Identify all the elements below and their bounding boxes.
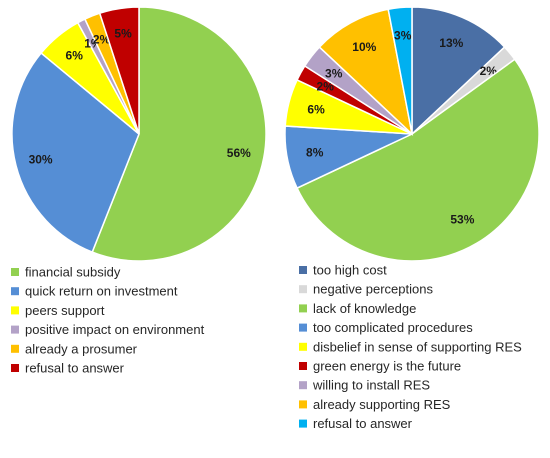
legend-label: financial subsidy	[25, 265, 121, 280]
pie-slice	[98, 6, 140, 135]
slice-value-label: 5%	[114, 27, 132, 41]
slice-value-label: 10%	[352, 40, 376, 54]
legend-swatch	[11, 325, 19, 334]
legend-label: disbelief in sense of supporting RES	[313, 339, 522, 354]
pie-slice	[411, 6, 506, 136]
legend-1: financial subsidy quick return on investm…	[11, 265, 205, 376]
pie-slice	[91, 6, 267, 262]
pie-slice	[296, 58, 540, 262]
legend-swatch	[299, 419, 307, 428]
legend-label: refusal to answer	[313, 416, 413, 431]
legend-label: negative perceptions	[313, 282, 433, 297]
legend-label: quick return on investment	[25, 284, 178, 299]
legend-swatch	[299, 362, 307, 370]
legend-swatch	[299, 285, 307, 294]
slice-value-label: 8%	[306, 146, 324, 160]
pie-slice	[387, 6, 413, 135]
slice-value-label: 2%	[93, 33, 111, 47]
pie-slice	[318, 8, 414, 137]
legend-label: green energy is the future	[313, 359, 461, 374]
legend-swatch	[299, 342, 307, 351]
legend-swatch	[299, 304, 307, 313]
legend-swatch	[299, 381, 307, 390]
legend-swatch	[11, 306, 19, 315]
legend-label: already a prosumer	[25, 341, 138, 356]
legend-swatch	[11, 344, 19, 353]
legend-swatch	[11, 268, 19, 276]
legend-label: lack of knowledge	[313, 301, 416, 316]
legend-swatch	[299, 400, 307, 409]
slice-value-label: 56%	[227, 146, 251, 160]
slice-value-label: 3%	[394, 28, 412, 42]
slice-value-label: 13%	[439, 36, 463, 50]
slice-value-label: 3%	[325, 66, 343, 80]
legend-label: willing to install RES	[312, 378, 430, 393]
slice-value-label: 2%	[317, 79, 335, 93]
legend-swatch	[11, 287, 19, 296]
legend-label: positive impact on environment	[25, 322, 205, 337]
pie-chart-2: 13%2%53%8%6%2%3%10%3%	[284, 6, 540, 262]
pie-slice	[11, 51, 140, 254]
legend-label: refusal to answer	[25, 361, 125, 376]
legend-label: peers support	[25, 303, 105, 318]
legend-swatch	[299, 266, 307, 274]
legend-swatch	[11, 364, 19, 372]
pie-chart-1: 56%30%6%1%2% 5%	[11, 6, 267, 262]
slice-value-label: 6%	[307, 102, 325, 116]
slice-value-label: 30%	[29, 152, 53, 166]
slice-value-label: 53%	[450, 212, 474, 226]
legend-label: too complicated procedures	[313, 320, 473, 335]
legend-label: already supporting RES	[313, 397, 451, 412]
legend-swatch	[299, 323, 307, 332]
legend-2: too high cost negative perceptions lack of…	[299, 263, 522, 431]
legend-label: too high cost	[313, 263, 387, 278]
slice-value-label: 6%	[66, 49, 84, 63]
